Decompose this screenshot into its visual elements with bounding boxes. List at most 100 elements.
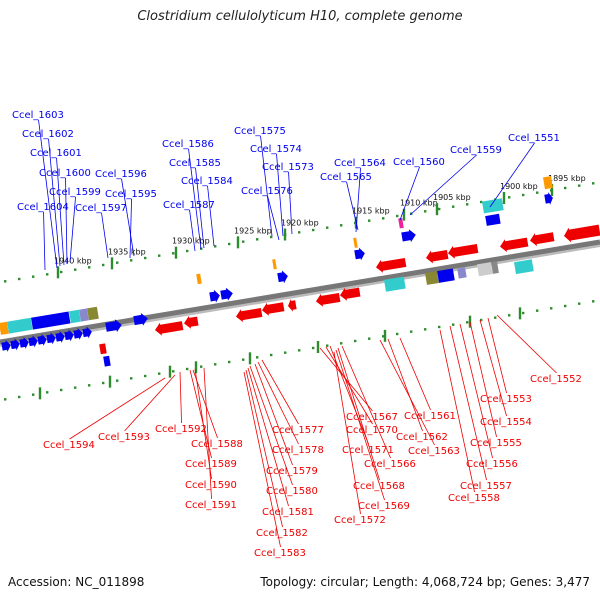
reverse-gene-label: Ccel_1571 xyxy=(342,445,394,456)
reverse-gene-label: Ccel_1581 xyxy=(262,507,314,518)
forward-gene-box-shape xyxy=(482,198,504,214)
forward-gene-arrow-shape xyxy=(64,329,74,342)
tick-track-inner xyxy=(74,386,77,389)
reverse-gene-arrow-shape xyxy=(340,287,361,301)
reverse-leader-line xyxy=(243,371,281,548)
reverse-gene-box-shape xyxy=(477,262,493,277)
reverse-gene-arrow xyxy=(564,224,600,243)
forward-leader-line xyxy=(189,209,196,252)
forward-gene-box xyxy=(31,311,71,330)
reverse-gene-label: Ccel_1568 xyxy=(353,481,405,492)
tick-track-inner xyxy=(256,356,259,359)
forward-leader-line xyxy=(48,138,61,267)
reverse-leader-line xyxy=(329,345,369,445)
tick-track-outer xyxy=(228,242,231,246)
reverse-gene-box-shape xyxy=(384,276,406,292)
tick-track-inner xyxy=(396,332,399,336)
forward-leader-line xyxy=(188,148,202,250)
forward-gene-label: Ccel_1584 xyxy=(181,176,233,187)
tick-track-inner xyxy=(368,337,371,340)
tick-track-inner xyxy=(592,300,595,303)
reverse-leader-line xyxy=(257,361,299,445)
reverse-gene-box xyxy=(457,267,467,279)
forward-gene-label: Ccel_1601 xyxy=(30,148,82,159)
tick-track-outer xyxy=(480,200,483,204)
reverse-gene-arrow-shape xyxy=(376,257,407,273)
forward-gene-box xyxy=(196,273,202,285)
reverse-gene-label: Ccel_1555 xyxy=(470,438,522,449)
tick-track-outer xyxy=(298,231,301,234)
tick-track-outer xyxy=(578,184,581,187)
forward-gene-label: Ccel_1585 xyxy=(169,158,221,169)
tick-track-inner xyxy=(102,381,105,385)
reverse-gene-label: Ccel_1563 xyxy=(408,446,460,457)
forward-gene-box-shape xyxy=(353,237,358,248)
forward-gene-arrow-shape xyxy=(544,192,553,205)
forward-gene-arrow xyxy=(105,319,122,333)
forward-gene-box xyxy=(398,217,404,229)
tick-track-outer xyxy=(592,182,595,185)
reverse-leader-line xyxy=(449,325,487,481)
tick-track-outer xyxy=(326,226,329,229)
tick-track-outer xyxy=(18,277,21,281)
reverse-gene-label: Ccel_1569 xyxy=(358,501,410,512)
tick-track-outer xyxy=(214,245,217,248)
scale-tick xyxy=(174,246,178,259)
tick-track-inner xyxy=(284,351,287,354)
reverse-leader-line xyxy=(254,363,293,466)
tick-track-outer xyxy=(186,249,189,253)
tick-track-inner xyxy=(88,384,91,387)
tick-track-outer xyxy=(130,259,133,262)
reverse-gene-label: Ccel_1570 xyxy=(346,425,398,436)
tick-track-inner xyxy=(550,307,553,310)
reverse-gene-label: Ccel_1556 xyxy=(466,459,518,470)
reverse-gene-arrow-shape xyxy=(316,292,341,307)
tick-track-outer xyxy=(368,219,371,222)
reverse-gene-arrow xyxy=(236,307,263,323)
tick-track-outer xyxy=(270,235,273,239)
reverse-gene-label: Ccel_1561 xyxy=(404,411,456,422)
forward-gene-arrow xyxy=(209,289,220,303)
reverse-gene-box xyxy=(384,276,406,292)
forward-gene-box xyxy=(79,308,89,322)
scale-tick xyxy=(283,228,287,241)
forward-gene-arrow-shape xyxy=(354,247,365,261)
forward-leader-line xyxy=(56,157,65,266)
forward-gene-box-shape xyxy=(485,213,501,226)
reverse-gene-label: Ccel_1594 xyxy=(43,440,95,451)
forward-gene-arrow xyxy=(401,229,416,243)
forward-gene-arrow-shape xyxy=(46,332,56,345)
forward-gene-box-shape xyxy=(196,273,202,285)
forward-leader-line xyxy=(101,212,109,259)
tick-track-outer xyxy=(172,252,175,255)
tick-track-inner xyxy=(4,398,7,401)
tick-track-inner xyxy=(340,342,343,345)
forward-gene-box-shape xyxy=(69,309,81,324)
scale-tick-label: 1915 kbp xyxy=(352,207,390,216)
forward-gene-label: Ccel_1564 xyxy=(334,158,386,169)
reverse-leader-line xyxy=(325,346,373,425)
forward-leader-line xyxy=(121,178,135,257)
reverse-gene-box xyxy=(425,271,439,285)
reverse-gene-label: Ccel_1554 xyxy=(480,417,532,428)
forward-gene-arrow xyxy=(1,340,11,352)
reverse-gene-arrow xyxy=(262,302,285,316)
tick-track-inner xyxy=(116,379,119,382)
forward-gene-label: Ccel_1587 xyxy=(163,200,215,211)
scale-tick-label: 1920 kbp xyxy=(281,219,319,228)
scale-tick xyxy=(110,257,114,270)
scale-tick xyxy=(502,192,506,204)
tick-track-outer xyxy=(88,266,91,269)
tick-track-inner xyxy=(326,344,329,347)
tick-track-inner xyxy=(522,311,525,315)
reverse-gene-arrow-shape xyxy=(500,237,529,253)
tick-track-inner xyxy=(158,372,161,375)
reverse-leader-line xyxy=(194,368,212,480)
tick-track-inner xyxy=(564,304,567,308)
reverse-gene-box xyxy=(491,261,499,274)
tick-track-outer xyxy=(340,224,343,227)
reverse-gene-arrow-shape xyxy=(448,243,479,259)
tick-track-inner xyxy=(144,374,147,378)
reverse-gene-box xyxy=(437,268,455,283)
